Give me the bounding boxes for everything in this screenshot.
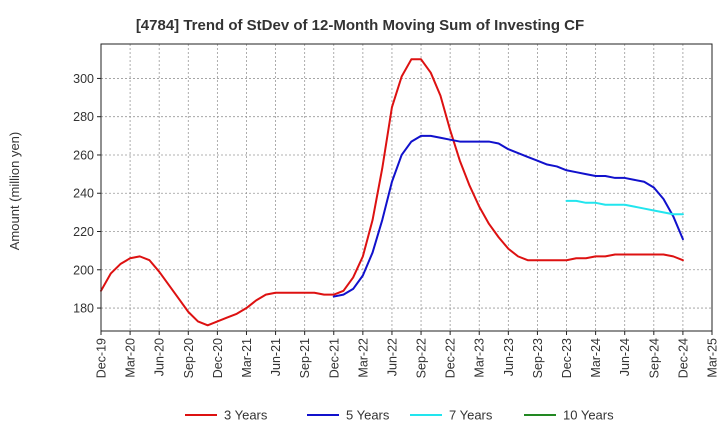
x-tick-label: Sep-24 (647, 338, 661, 378)
x-tick-label: Jun-20 (153, 338, 167, 376)
x-tick-label: Sep-21 (298, 338, 312, 378)
x-tick-label: Mar-23 (473, 338, 487, 378)
y-tick-label: 280 (73, 110, 94, 124)
x-tick-label: Jun-24 (618, 338, 632, 376)
grid (101, 44, 712, 331)
y-tick-label: 220 (73, 225, 94, 239)
x-ticks: Dec-19 Mar-20 Jun-20 Sep-20 Dec-20 Mar-21 Jun-… (95, 331, 720, 378)
x-tick-label: Mar-22 (356, 338, 370, 378)
y-tick-label: 260 (73, 148, 94, 162)
legend-label: 7 Years (449, 408, 493, 423)
x-tick-label: Sep-22 (415, 338, 429, 378)
x-tick-label: Mar-25 (706, 338, 720, 378)
series-line-5-years (332, 134, 684, 298)
x-tick-label: Mar-21 (240, 338, 254, 378)
legend-label: 10 Years (563, 408, 614, 423)
chart-title: [4784] Trend of StDev of 12-Month Moving… (136, 17, 584, 34)
plot-frame (100, 43, 713, 332)
x-tick-label: Jun-23 (502, 338, 516, 376)
series-layer (100, 58, 684, 327)
y-ticks: 180 200 220 240 260 280 300 (73, 72, 101, 316)
x-tick-label: Sep-23 (531, 338, 545, 378)
x-tick-label: Mar-24 (589, 338, 603, 378)
legend-label: 3 Years (224, 408, 268, 423)
y-axis-label: Amount (million yen) (7, 132, 22, 251)
series-line-3-years (100, 58, 684, 327)
x-tick-label: Dec-22 (444, 338, 458, 378)
x-tick-label: Dec-19 (95, 338, 109, 378)
series-line-7-years (565, 199, 684, 216)
y-tick-label: 180 (73, 302, 94, 316)
x-tick-label: Dec-21 (327, 338, 341, 378)
x-tick-label: Dec-23 (560, 338, 574, 378)
y-tick-label: 240 (73, 187, 94, 201)
legend: 3 Years 5 Years 7 Years 10 Years (185, 408, 614, 423)
x-tick-label: Mar-20 (124, 338, 138, 378)
x-tick-label: Jun-22 (385, 338, 399, 376)
x-tick-label: Dec-24 (676, 338, 690, 378)
y-tick-label: 300 (73, 72, 94, 86)
legend-label: 5 Years (346, 408, 390, 423)
x-tick-label: Jun-21 (269, 338, 283, 376)
x-tick-label: Sep-20 (182, 338, 196, 378)
y-tick-label: 200 (73, 263, 94, 277)
x-tick-label: Dec-20 (211, 338, 225, 378)
